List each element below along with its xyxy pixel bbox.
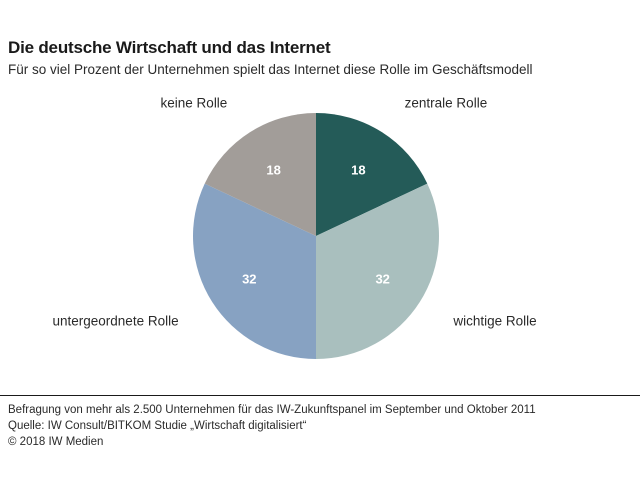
- pie-slice-keine-rolle: [204, 113, 316, 236]
- slice-label-untergeordnete-rolle: untergeordnete Rolle: [53, 314, 179, 329]
- slice-label-keine-rolle: keine Rolle: [161, 96, 228, 111]
- chart-title: Die deutsche Wirtschaft und das Internet: [8, 38, 331, 57]
- slice-label-zentrale-rolle: zentrale Rolle: [405, 96, 488, 111]
- chart-subtitle: Für so viel Prozent der Unternehmen spie…: [8, 62, 533, 77]
- source-note: Quelle: IW Consult/BITKOM Studie „Wirtsc…: [8, 420, 307, 432]
- slice-label-wichtige-rolle: wichtige Rolle: [452, 314, 536, 329]
- slice-value-zentrale-rolle: 18: [351, 162, 365, 177]
- footer-divider: [0, 395, 640, 396]
- pie-slice-wichtige-rolle: [316, 183, 439, 359]
- pie-slice-untergeordnete-rolle: [192, 183, 316, 359]
- survey-note: Befragung von mehr als 2.500 Unternehmen…: [8, 404, 536, 416]
- slice-value-wichtige-rolle: 32: [375, 271, 389, 286]
- slice-value-keine-rolle: 18: [266, 162, 280, 177]
- pie-slice-zentrale-rolle: [316, 113, 428, 236]
- slice-value-untergeordnete-rolle: 32: [242, 271, 256, 286]
- copyright-note: © 2018 IW Medien: [8, 436, 104, 448]
